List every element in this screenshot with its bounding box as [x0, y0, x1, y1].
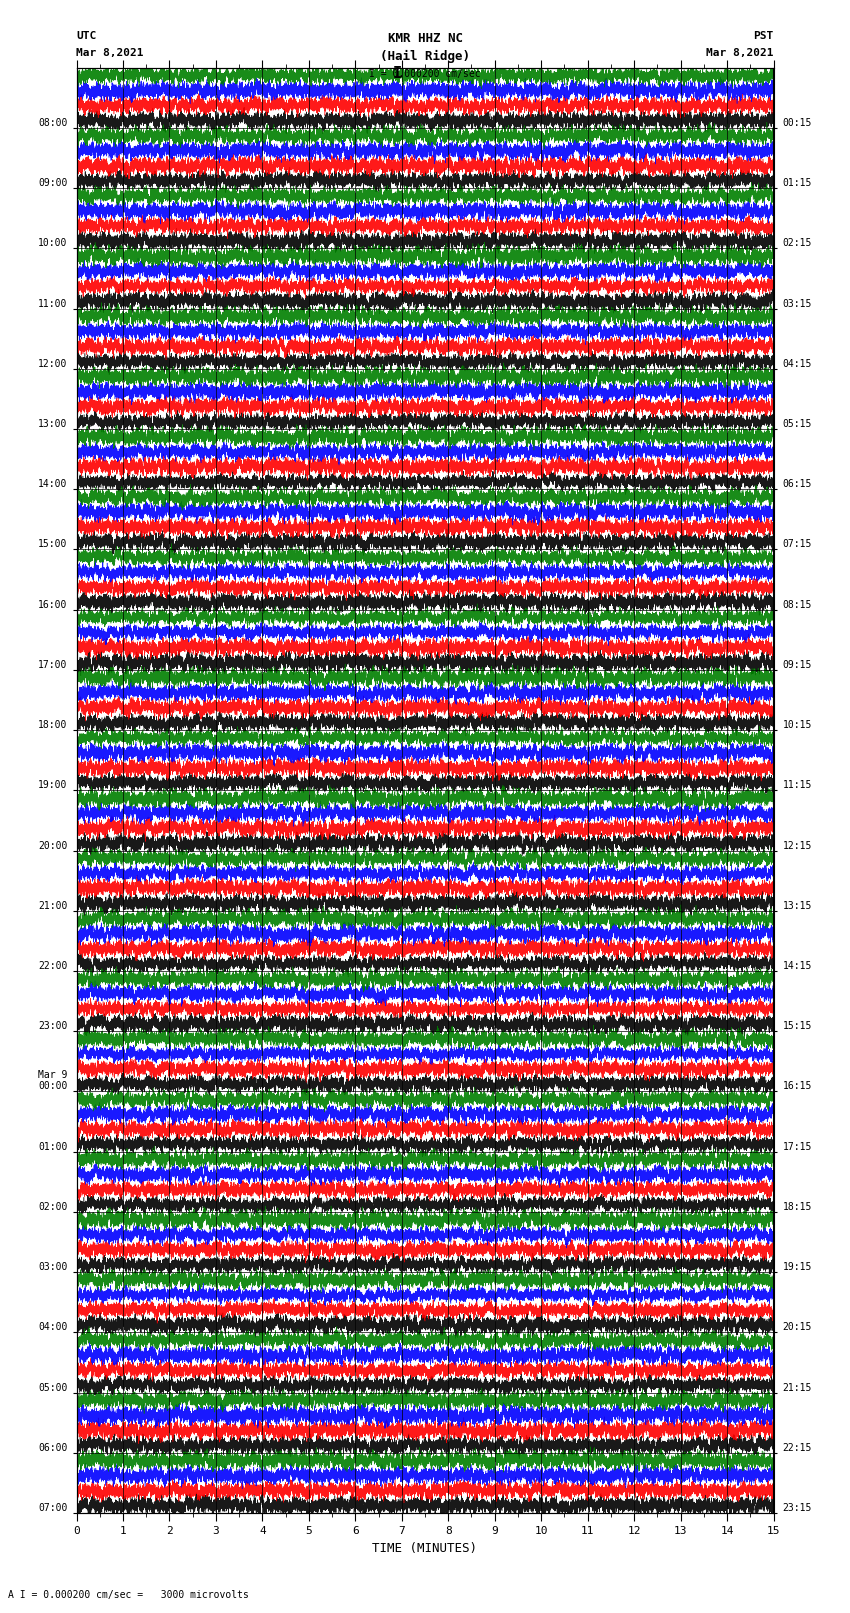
Text: A I = 0.000200 cm/sec =   3000 microvolts: A I = 0.000200 cm/sec = 3000 microvolts [8, 1590, 249, 1600]
Text: (Hail Ridge): (Hail Ridge) [380, 50, 470, 63]
Text: Mar 8,2021: Mar 8,2021 [706, 48, 774, 58]
Text: KMR HHZ NC: KMR HHZ NC [388, 32, 462, 45]
Text: UTC: UTC [76, 31, 97, 40]
X-axis label: TIME (MINUTES): TIME (MINUTES) [372, 1542, 478, 1555]
Text: I: I [394, 66, 402, 81]
Text: I = 0.000200 cm/sec: I = 0.000200 cm/sec [369, 69, 481, 79]
Text: Mar 8,2021: Mar 8,2021 [76, 48, 144, 58]
Text: PST: PST [753, 31, 774, 40]
